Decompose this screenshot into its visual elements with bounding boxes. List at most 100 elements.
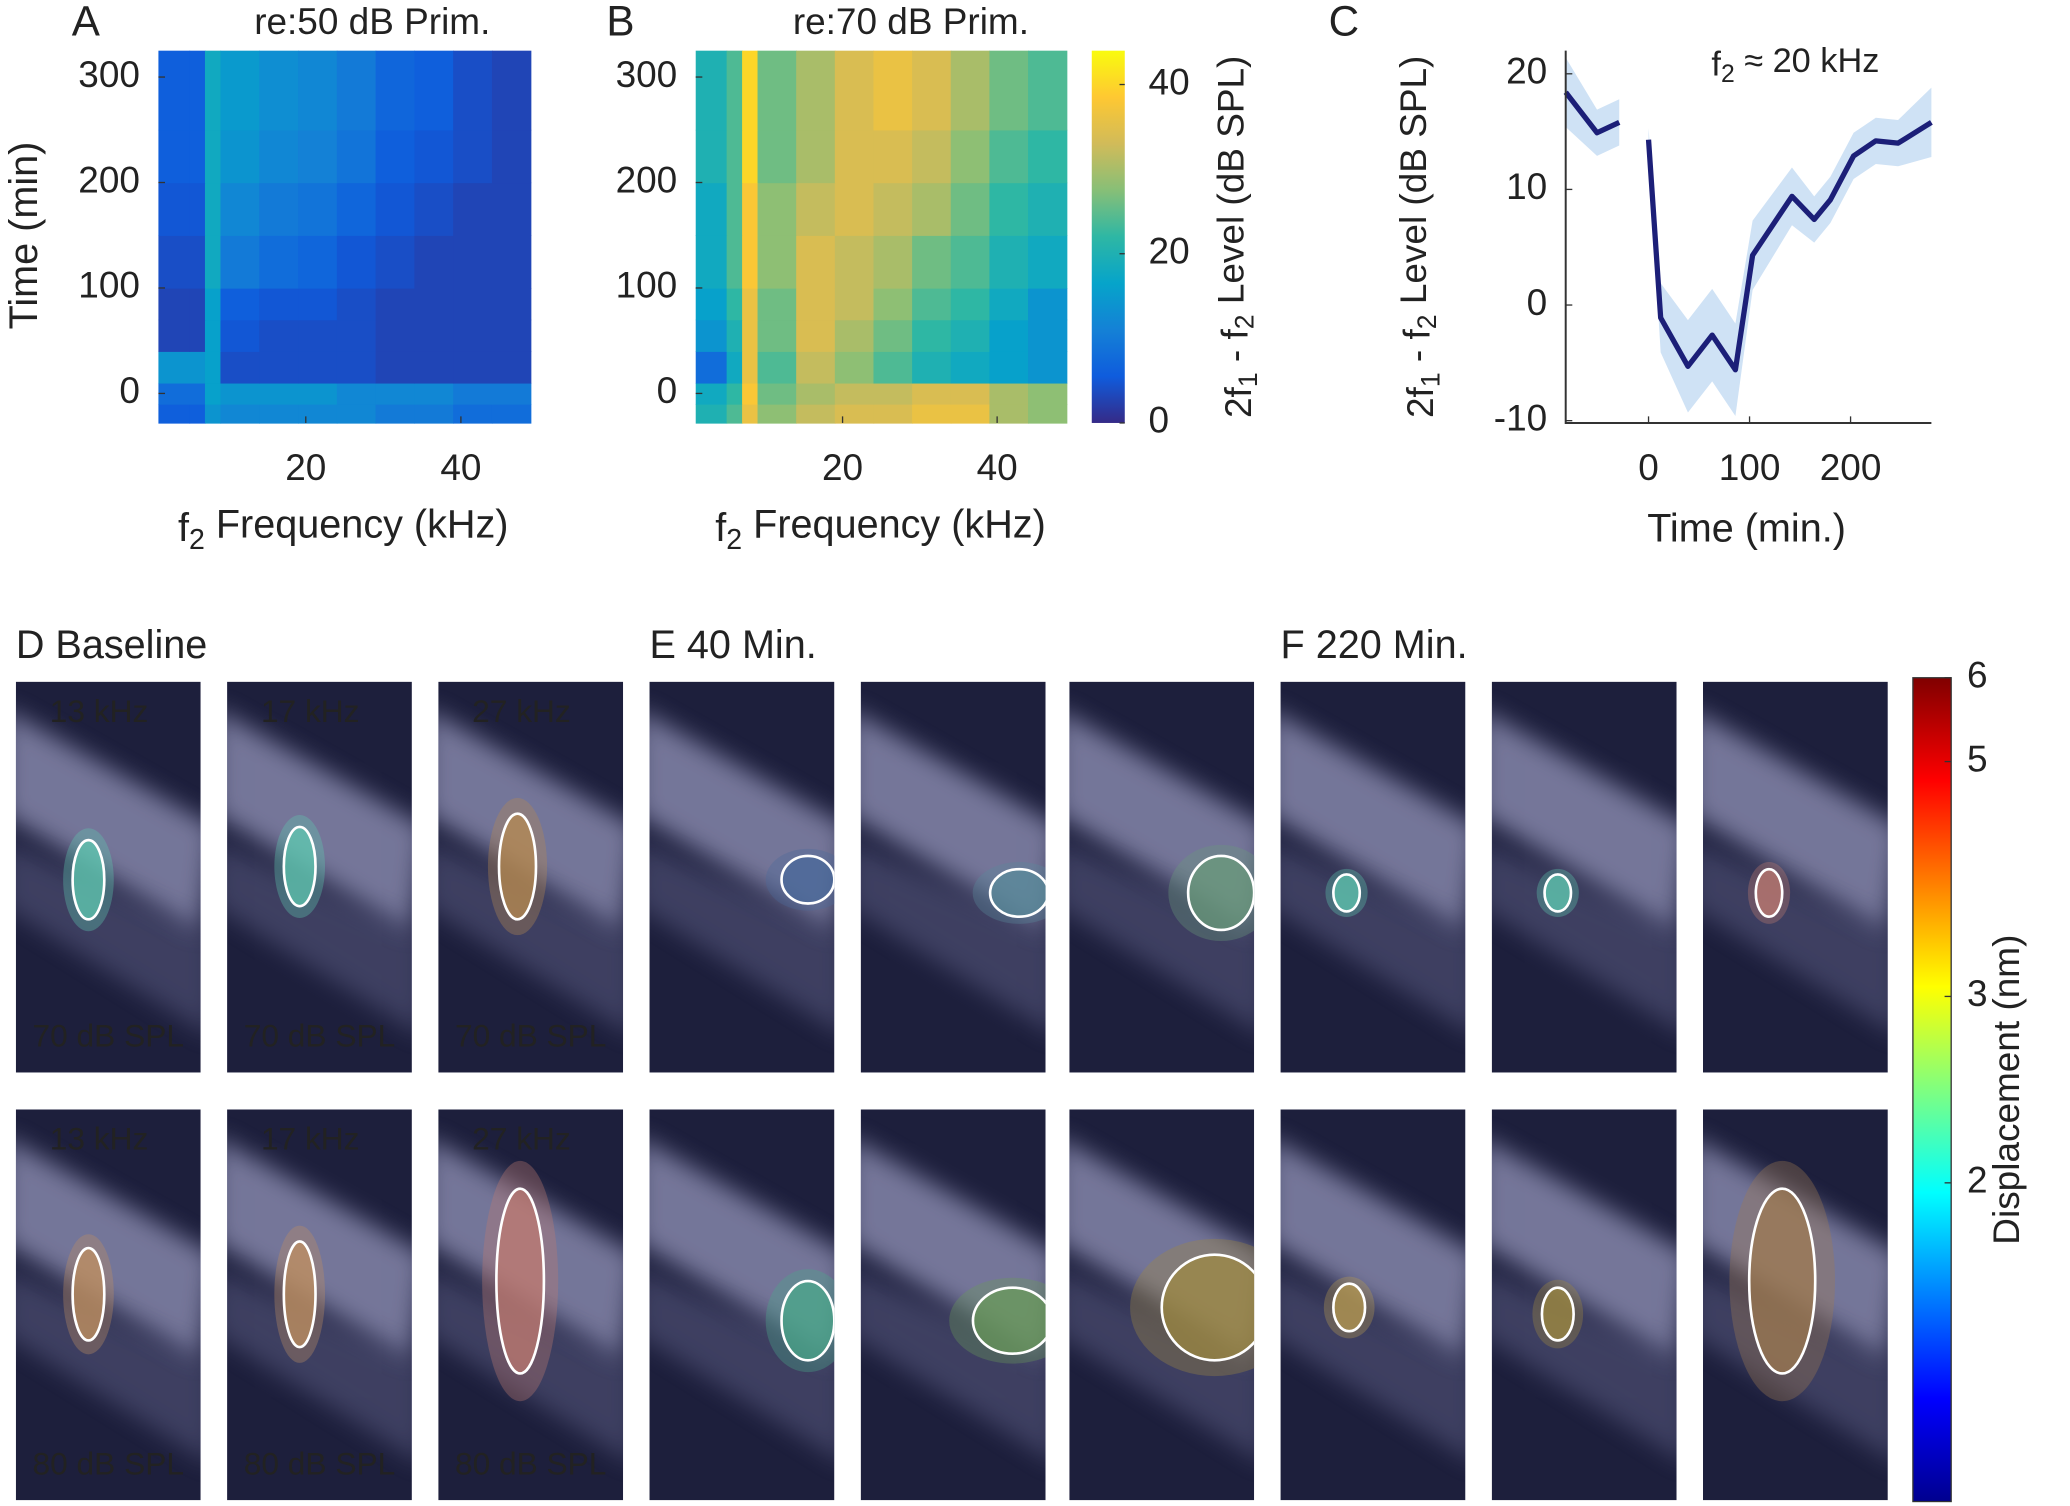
heat-cell bbox=[491, 351, 532, 384]
heat-cell bbox=[259, 351, 299, 384]
tissue-band bbox=[1280, 1273, 1466, 1458]
displacement-contour bbox=[1543, 873, 1573, 913]
displacement-contour bbox=[497, 812, 538, 921]
heat-cell bbox=[834, 403, 875, 424]
tissue-band bbox=[1491, 715, 1677, 933]
y-axis-label-part: 2 bbox=[1412, 314, 1442, 329]
heat-cell bbox=[375, 182, 416, 236]
heat-cell bbox=[695, 235, 728, 289]
frequency-label: 27 kHz bbox=[472, 1121, 571, 1157]
colorbar-tick-label: 6 bbox=[1967, 655, 1988, 696]
heat-cell bbox=[220, 287, 260, 321]
colorbar-label: Displacement (nm) bbox=[1986, 935, 2027, 1245]
heat-cell bbox=[726, 351, 743, 384]
heat-cell bbox=[204, 129, 222, 184]
annotation-part: ≈ 20 kHz bbox=[1735, 42, 1880, 80]
heat-cell bbox=[742, 287, 759, 321]
image-tile bbox=[1491, 1109, 1677, 1501]
y-tick-label: 0 bbox=[657, 370, 678, 411]
heat-cell bbox=[950, 403, 991, 424]
colorbar-tick-label: 40 bbox=[1149, 61, 1190, 102]
annotation: f2 ≈ 20 kHz bbox=[1711, 42, 1879, 87]
heat-cell bbox=[695, 319, 728, 352]
heat-cell bbox=[1028, 50, 1068, 131]
heat-cell bbox=[950, 129, 991, 184]
heat-cell bbox=[912, 287, 952, 321]
heat-cell bbox=[873, 129, 913, 184]
heat-cell bbox=[375, 382, 416, 405]
colorbar-label: 2f1 - f2 Level (dB SPL) bbox=[1210, 56, 1263, 418]
heat-cell bbox=[259, 382, 299, 405]
heatmap bbox=[158, 50, 532, 424]
heat-cell bbox=[796, 50, 836, 131]
heat-cell bbox=[1028, 382, 1068, 405]
heat-cell bbox=[726, 50, 743, 131]
heat-cell bbox=[298, 382, 338, 405]
heat-cell bbox=[414, 403, 454, 424]
heat-cell bbox=[834, 182, 875, 236]
displacement-contour bbox=[1332, 1282, 1367, 1333]
heat-cell bbox=[950, 382, 991, 405]
heat-cell bbox=[873, 382, 913, 405]
heat-cell bbox=[912, 182, 952, 236]
heat-cell bbox=[375, 129, 416, 184]
heat-cell bbox=[491, 287, 532, 321]
heat-cell bbox=[336, 50, 377, 131]
heat-cell bbox=[298, 287, 338, 321]
x-axis-label-part: f bbox=[715, 507, 727, 551]
heat-cell bbox=[298, 129, 338, 184]
heat-cell bbox=[834, 50, 875, 131]
colorbar-label-part: 1 bbox=[1233, 372, 1263, 387]
heat-cell bbox=[873, 50, 913, 131]
tissue-band bbox=[227, 845, 412, 1030]
displacement-contour bbox=[1160, 1253, 1255, 1362]
colorbar-label-part: 2 bbox=[1230, 314, 1260, 329]
heat-cell bbox=[414, 319, 454, 352]
heat-cell bbox=[742, 50, 759, 131]
tile-content bbox=[227, 1109, 412, 1501]
tile-content bbox=[227, 681, 412, 1073]
heat-cell bbox=[796, 287, 836, 321]
heat-cell bbox=[742, 235, 759, 289]
x-tick-label: 100 bbox=[1719, 447, 1781, 488]
heat-cell bbox=[912, 382, 952, 405]
displacement-contour bbox=[1540, 1286, 1575, 1342]
panel-label: B bbox=[606, 0, 634, 44]
heat-cell bbox=[336, 287, 377, 321]
tissue-band bbox=[227, 715, 412, 933]
heat-cell bbox=[757, 235, 797, 289]
tile-content bbox=[1491, 681, 1677, 1073]
heat-cell bbox=[742, 351, 759, 384]
heat-cell bbox=[834, 382, 875, 405]
tissue-band bbox=[227, 1143, 412, 1361]
heat-cell bbox=[726, 129, 743, 184]
heat-cell bbox=[158, 50, 191, 131]
heat-cell bbox=[375, 403, 416, 424]
y-axis-label: 2f1 - f2 Level (dB SPL) bbox=[1393, 56, 1446, 418]
tissue-band bbox=[1280, 1143, 1466, 1361]
annotation-part: 2 bbox=[1721, 61, 1735, 88]
heat-cell bbox=[873, 319, 913, 352]
heat-cell bbox=[726, 403, 743, 424]
heat-cell bbox=[220, 382, 260, 405]
tile-content bbox=[1702, 681, 1888, 1073]
colorbar bbox=[1912, 677, 1952, 1503]
tissue-band bbox=[860, 845, 1046, 1030]
heat-cell bbox=[742, 129, 759, 184]
heat-cell bbox=[873, 403, 913, 424]
annotation-part: f bbox=[1711, 46, 1721, 84]
y-tick-label: 100 bbox=[616, 265, 678, 306]
panel-label: A bbox=[72, 0, 101, 44]
heat-cell bbox=[491, 182, 532, 236]
heat-cell bbox=[950, 182, 991, 236]
heat-cell bbox=[796, 403, 836, 424]
tile-content bbox=[1280, 681, 1466, 1073]
heat-cell bbox=[873, 235, 913, 289]
heat-cell bbox=[989, 50, 1029, 131]
tile-content bbox=[649, 1109, 835, 1501]
heat-cell bbox=[742, 403, 759, 424]
heat-cell bbox=[873, 351, 913, 384]
heat-cell bbox=[695, 50, 728, 131]
heat-cell bbox=[259, 287, 299, 321]
heat-cell bbox=[298, 319, 338, 352]
